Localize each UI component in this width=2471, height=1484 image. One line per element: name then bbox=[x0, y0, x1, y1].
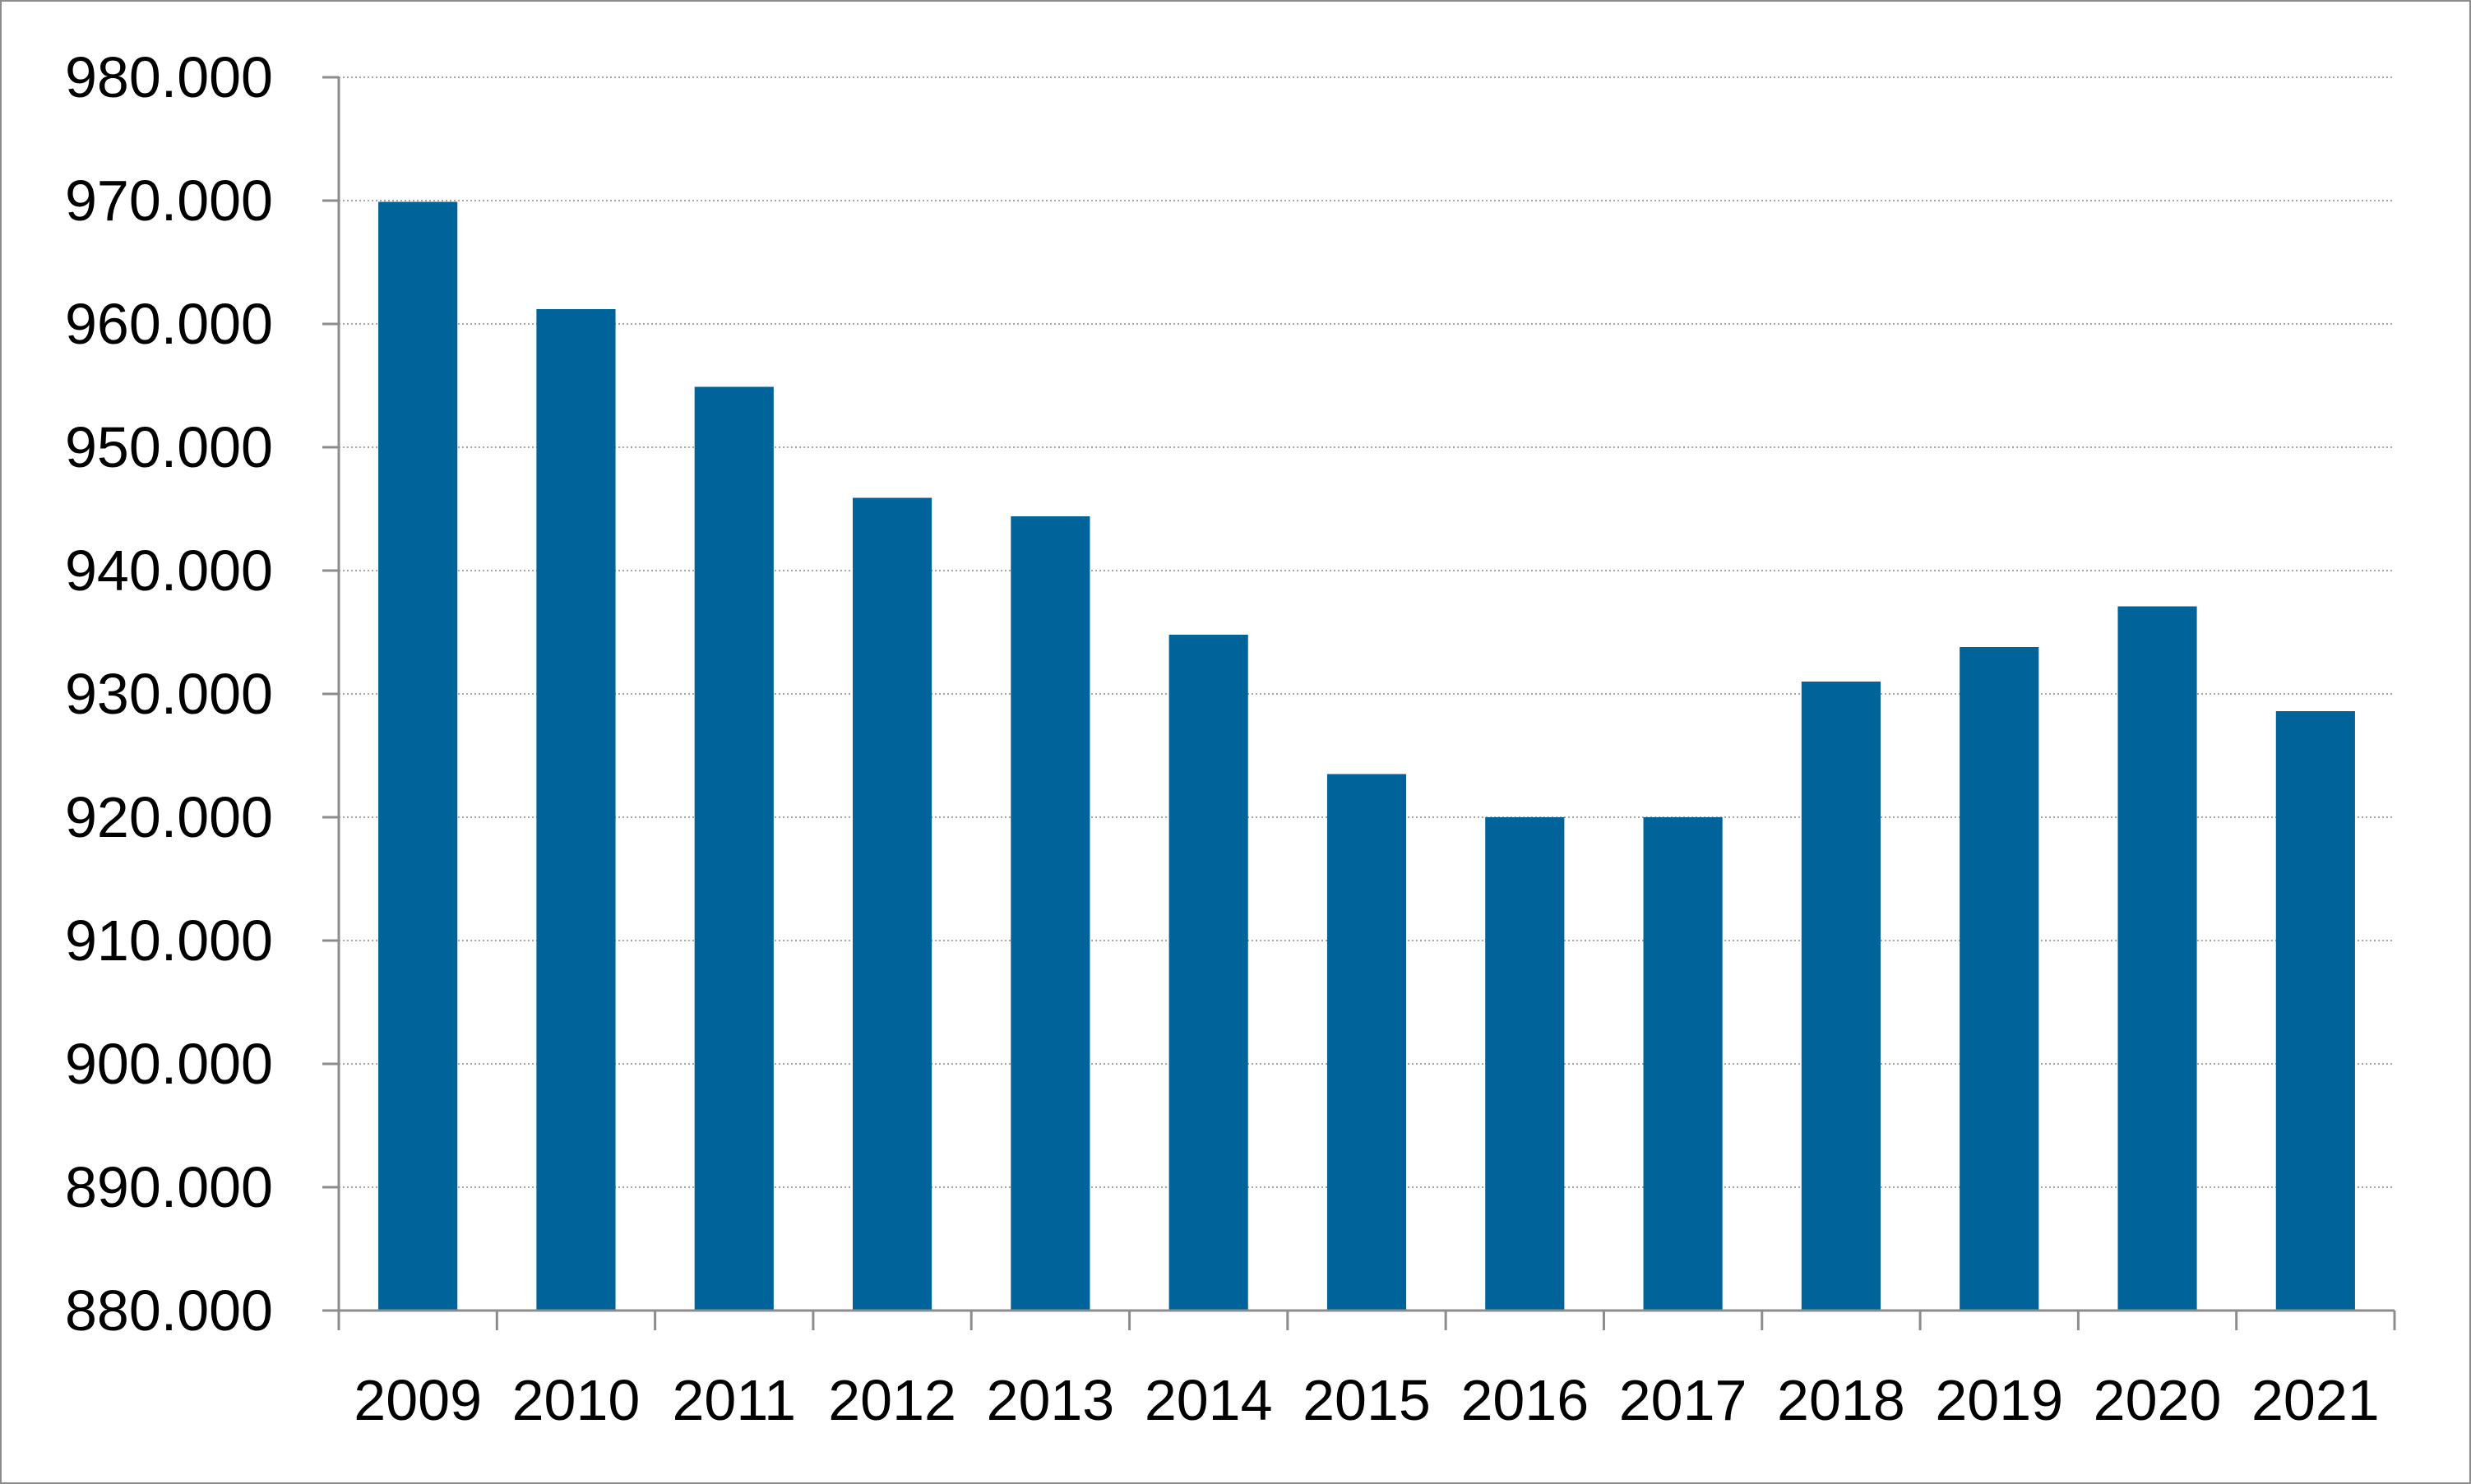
bar-2020 bbox=[2117, 606, 2197, 1311]
x-tick-label: 2015 bbox=[1303, 1368, 1431, 1432]
x-tick-label: 2013 bbox=[987, 1368, 1115, 1432]
x-tick-label: 2017 bbox=[1619, 1368, 1747, 1432]
x-tick-label: 2019 bbox=[1935, 1368, 2063, 1432]
bars bbox=[378, 201, 2355, 1311]
bar-2011 bbox=[694, 386, 774, 1311]
bar-2010 bbox=[536, 309, 616, 1311]
y-tick-label: 900.000 bbox=[65, 1032, 273, 1096]
x-tick-labels: 2009 2010 2011 2012 2013 2014 2015 2016 2017 2018… bbox=[354, 1368, 2379, 1432]
x-tick-label: 2020 bbox=[2094, 1368, 2222, 1432]
y-tick-labels: 880.000 890.000 900.000 910.000 920.000 930.0… bbox=[65, 45, 273, 1343]
bar-2014 bbox=[1168, 635, 1248, 1311]
axes bbox=[322, 76, 2396, 1330]
bar-2018 bbox=[1801, 682, 1881, 1311]
bar-2016 bbox=[1485, 817, 1565, 1311]
x-tick-label: 2010 bbox=[512, 1368, 641, 1432]
y-tick-label: 960.000 bbox=[65, 292, 273, 356]
y-tick-label: 950.000 bbox=[65, 415, 273, 479]
bar-2012 bbox=[853, 497, 932, 1311]
bar-2015 bbox=[1326, 774, 1407, 1311]
x-tick-label: 2012 bbox=[828, 1368, 956, 1432]
y-tick-label: 940.000 bbox=[65, 539, 273, 603]
x-tick-label: 2014 bbox=[1145, 1368, 1273, 1432]
bar-2009 bbox=[378, 201, 458, 1311]
x-tick-label: 2011 bbox=[673, 1368, 797, 1432]
y-tick-label: 890.000 bbox=[65, 1155, 273, 1219]
bar-2017 bbox=[1643, 817, 1723, 1311]
bar-2021 bbox=[2275, 711, 2355, 1311]
y-tick-label: 910.000 bbox=[65, 908, 273, 973]
x-tick-label: 2016 bbox=[1460, 1368, 1589, 1432]
x-tick-label: 2009 bbox=[354, 1368, 482, 1432]
y-tick-label: 980.000 bbox=[65, 45, 273, 109]
y-tick-label: 880.000 bbox=[65, 1278, 273, 1343]
y-tick-label: 920.000 bbox=[65, 785, 273, 849]
bar-2013 bbox=[1011, 516, 1090, 1311]
y-tick-label: 930.000 bbox=[65, 662, 273, 726]
bar-2019 bbox=[1960, 647, 2039, 1311]
x-tick-label: 2021 bbox=[2251, 1368, 2380, 1432]
x-tick-label: 2018 bbox=[1777, 1368, 1905, 1432]
y-tick-label: 970.000 bbox=[65, 169, 273, 233]
